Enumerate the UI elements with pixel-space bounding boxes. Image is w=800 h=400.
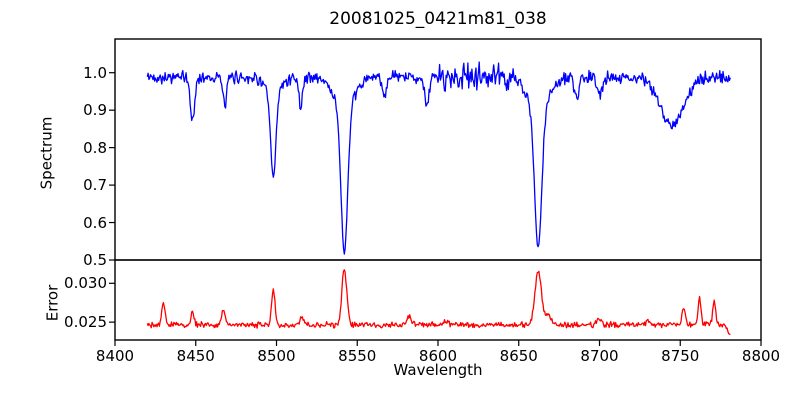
x-tick-label: 8600 — [418, 347, 458, 365]
spectrum-y-tick-label: 1.0 — [83, 63, 107, 82]
x-tick-label: 8400 — [95, 347, 135, 365]
x-tick-label: 8500 — [257, 347, 296, 365]
spectrum-y-tick-label: 0.7 — [83, 176, 107, 195]
x-tick-label: 8800 — [741, 347, 781, 365]
error-trace — [146, 269, 731, 336]
x-tick-label: 8750 — [661, 347, 700, 365]
x-tick-label: 8550 — [338, 347, 377, 365]
error-axes-frame — [114, 259, 762, 341]
spectrum-axes-frame — [114, 38, 762, 261]
axis-ticks — [109, 72, 762, 346]
x-axis-label: Wavelength — [393, 361, 483, 379]
x-tick-label: 8650 — [499, 347, 538, 365]
error-y-tick-label: 0.030 — [64, 274, 107, 293]
error-y-tick-label: 0.025 — [64, 313, 107, 332]
x-tick-label: 8700 — [580, 347, 619, 365]
spectrum-y-tick-label: 0.8 — [83, 138, 107, 157]
spectrum-y-tick-label: 0.9 — [83, 101, 107, 120]
chart-title: 20081025_0421m81_038 — [329, 9, 547, 29]
spectrum-y-tick-label: 0.6 — [83, 213, 107, 232]
x-tick-label: 8450 — [176, 347, 215, 365]
spectrum-y-tick-label: 0.5 — [83, 251, 107, 269]
spectrum-trace — [146, 61, 731, 255]
